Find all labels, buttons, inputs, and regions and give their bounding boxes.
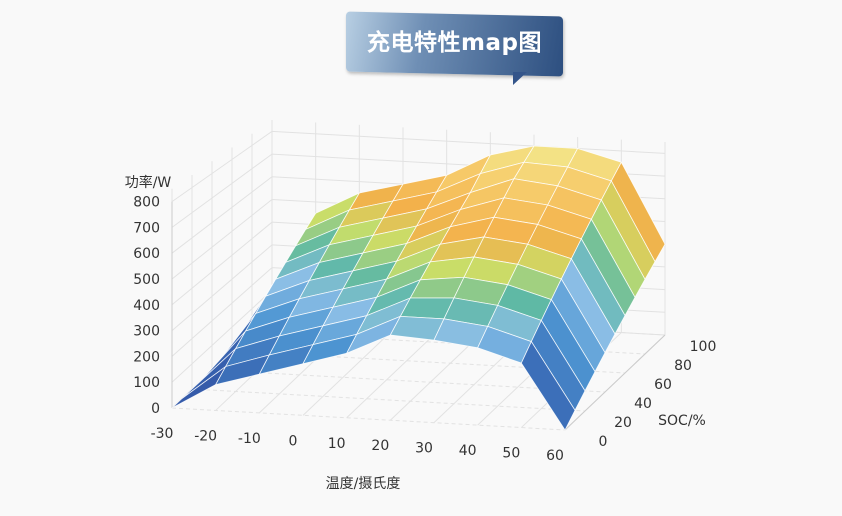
x-tick-label: -20 bbox=[194, 428, 217, 444]
y-axis-title: SOC/% bbox=[658, 413, 706, 429]
x-tick-label: 50 bbox=[502, 446, 520, 462]
y-tick-label: 80 bbox=[674, 358, 692, 374]
y-tick-label: 60 bbox=[654, 377, 672, 393]
z-tick-label: 100 bbox=[133, 375, 160, 391]
x-axis-ticks: -30 -20 -10 0 10 20 30 40 50 60 bbox=[151, 426, 564, 464]
x-tick-label: 40 bbox=[459, 443, 477, 459]
z-tick-label: 800 bbox=[133, 195, 160, 211]
x-tick-label: 0 bbox=[289, 433, 298, 449]
y-tick-label: 40 bbox=[634, 396, 652, 412]
x-tick-label: -10 bbox=[238, 431, 261, 447]
z-tick-label: 200 bbox=[133, 349, 160, 365]
surface-cell bbox=[171, 366, 227, 409]
surface bbox=[171, 145, 666, 431]
title-bubble-tail bbox=[513, 72, 527, 85]
z-axis-title: 功率/W bbox=[125, 174, 172, 191]
z-axis-ticks: 0 100 200 300 400 500 600 700 800 bbox=[133, 195, 160, 417]
grid-line bbox=[211, 369, 606, 393]
z-tick-label: 0 bbox=[151, 401, 160, 417]
grid-line bbox=[171, 407, 566, 431]
y-tick-label: 20 bbox=[614, 415, 632, 431]
grid bbox=[171, 120, 666, 431]
y-tick-label: 100 bbox=[690, 339, 717, 355]
z-tick-label: 500 bbox=[133, 272, 160, 288]
surface-cell bbox=[520, 340, 576, 431]
z-tick-label: 700 bbox=[133, 220, 160, 236]
x-axis-title: 温度/摄氏度 bbox=[326, 476, 401, 492]
grid-line bbox=[191, 388, 586, 412]
x-tick-label: 30 bbox=[415, 441, 433, 457]
z-tick-label: 400 bbox=[133, 298, 160, 314]
x-tick-label: 60 bbox=[546, 448, 564, 464]
chart-title: 充电特性map图 bbox=[367, 30, 542, 56]
y-tick-label: 0 bbox=[599, 434, 608, 450]
x-tick-label: -30 bbox=[151, 426, 174, 442]
y-axis-line bbox=[564, 334, 666, 431]
z-tick-label: 300 bbox=[133, 324, 160, 340]
x-tick-label: 20 bbox=[371, 438, 389, 454]
x-tick-label: 10 bbox=[328, 436, 346, 452]
z-tick-label: 600 bbox=[133, 246, 160, 262]
